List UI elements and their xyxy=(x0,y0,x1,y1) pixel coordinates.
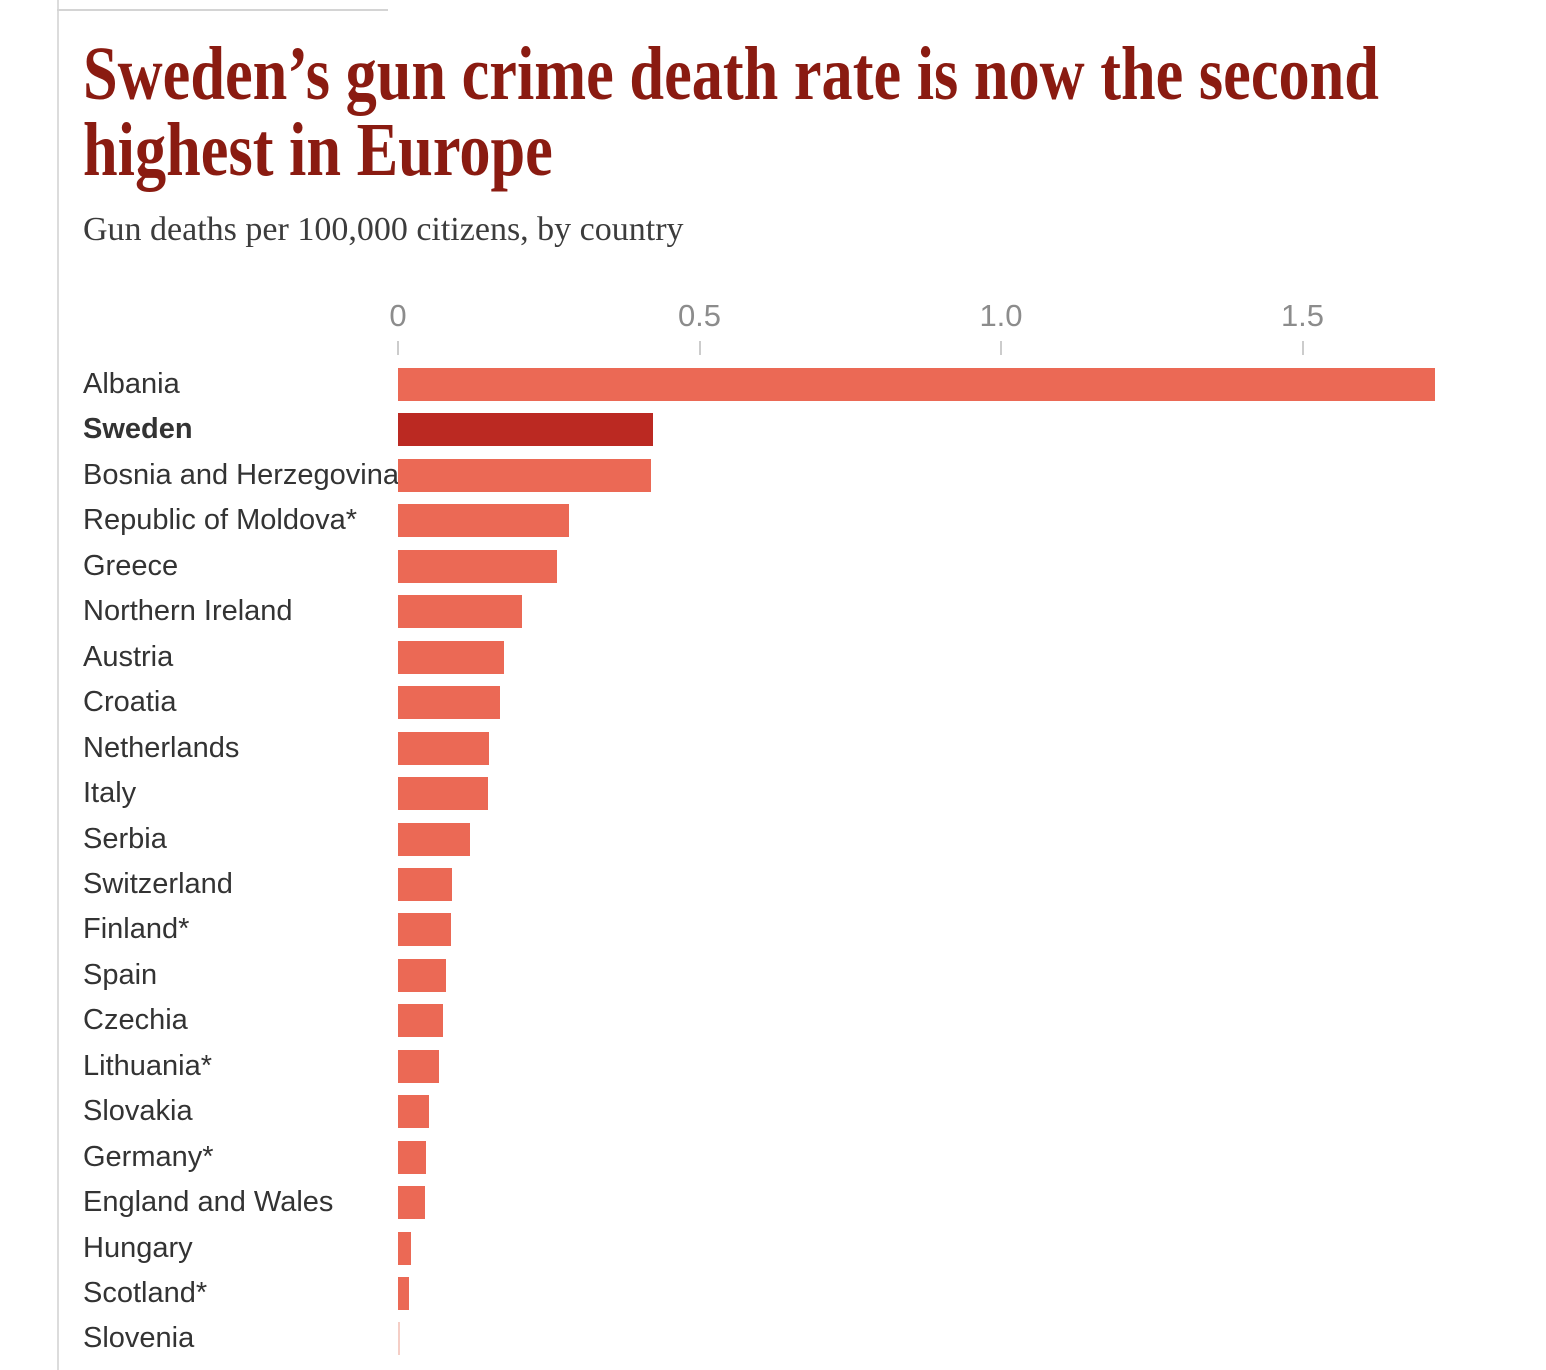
bar-albania xyxy=(398,368,1436,401)
axis-tick-label-0.5: 0.5 xyxy=(677,298,722,333)
bar-czechia xyxy=(398,1004,444,1037)
bar-croatia xyxy=(398,686,500,719)
axis-tick-mark-1.0 xyxy=(1000,341,1002,355)
bar-lithuania xyxy=(398,1050,439,1083)
label-germany: Germany* xyxy=(83,1141,214,1173)
page-title-line-2: highest in Europe xyxy=(83,108,553,192)
bar-bosnia-and-herzegovina xyxy=(398,459,651,492)
label-austria: Austria xyxy=(83,641,174,673)
bar-scotland xyxy=(398,1277,410,1310)
top-divider-rule xyxy=(57,9,388,11)
bar-serbia xyxy=(398,823,470,856)
chart-subtitle: Gun deaths per 100,000 citizens, by coun… xyxy=(83,211,684,248)
bar-england-and-wales xyxy=(398,1186,426,1219)
label-czechia: Czechia xyxy=(83,1004,188,1036)
bar-sweden xyxy=(398,413,654,446)
label-spain: Spain xyxy=(83,959,158,991)
axis-tick-label-0: 0 xyxy=(389,298,407,333)
label-albania: Albania xyxy=(83,368,180,400)
label-sweden: Sweden xyxy=(83,413,193,445)
page-title: Sweden’s gun crime death rate is now the… xyxy=(83,36,1543,188)
label-netherlands: Netherlands xyxy=(83,732,240,764)
bar-northern-ireland xyxy=(398,595,523,628)
page-title-line-1: Sweden’s gun crime death rate is now the… xyxy=(83,32,1379,116)
label-bosnia-and-herzegovina: Bosnia and Herzegovina xyxy=(83,459,399,491)
axis-tick-label-1.0: 1.0 xyxy=(979,298,1023,333)
label-lithuania: Lithuania* xyxy=(83,1050,212,1082)
axis-tick-mark-0 xyxy=(397,341,399,355)
left-border-rule xyxy=(57,0,59,1370)
bar-slovakia xyxy=(398,1095,429,1128)
axis-tick-label-1.5: 1.5 xyxy=(1280,298,1325,333)
label-croatia: Croatia xyxy=(83,686,177,718)
label-republic-of-moldova: Republic of Moldova* xyxy=(83,504,358,536)
label-italy: Italy xyxy=(83,777,137,809)
label-switzerland: Switzerland xyxy=(83,868,233,900)
axis-tick-mark-1.5 xyxy=(1301,341,1304,355)
bar-republic-of-moldova xyxy=(398,504,569,537)
label-finland: Finland* xyxy=(83,913,190,945)
bar-slovenia xyxy=(398,1322,400,1355)
bar-italy xyxy=(398,777,488,810)
bar-finland xyxy=(398,913,452,946)
label-northern-ireland: Northern Ireland xyxy=(83,595,293,627)
label-slovenia: Slovenia xyxy=(83,1322,195,1354)
bar-germany xyxy=(398,1141,426,1174)
bar-hungary xyxy=(398,1232,411,1265)
axis-tick-mark-0.5 xyxy=(698,341,701,355)
bar-netherlands xyxy=(398,732,490,765)
label-scotland: Scotland* xyxy=(83,1277,208,1309)
label-hungary: Hungary xyxy=(83,1232,193,1264)
bar-switzerland xyxy=(398,868,453,901)
bar-greece xyxy=(398,550,557,583)
label-greece: Greece xyxy=(83,550,179,582)
label-england-and-wales: England and Wales xyxy=(83,1186,334,1218)
label-serbia: Serbia xyxy=(83,823,167,855)
label-slovakia: Slovakia xyxy=(83,1095,193,1127)
bar-austria xyxy=(398,641,505,674)
bar-spain xyxy=(398,959,447,992)
